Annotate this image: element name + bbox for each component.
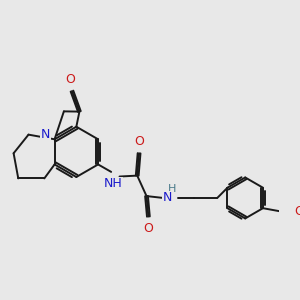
Text: O: O — [143, 222, 153, 235]
Text: O: O — [65, 73, 75, 85]
Text: O: O — [294, 206, 300, 218]
Text: H: H — [167, 184, 176, 194]
Text: NH: NH — [103, 178, 122, 190]
Text: N: N — [40, 128, 50, 141]
Text: N: N — [162, 191, 172, 204]
Text: O: O — [134, 135, 144, 148]
